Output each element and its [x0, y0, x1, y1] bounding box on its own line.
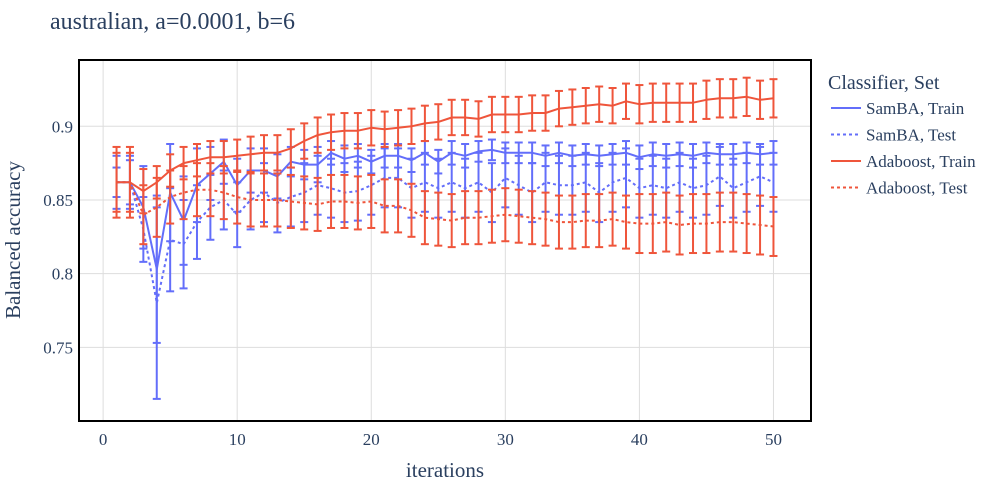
series-adaboost-train	[112, 76, 778, 219]
legend-title: Classifier, Set	[828, 72, 940, 94]
y-tick-label: 0.85	[43, 191, 73, 210]
series-samba-train	[112, 138, 778, 344]
error-bar	[286, 173, 295, 229]
series-line-samba-test	[116, 175, 774, 305]
x-axis-title: iterations	[406, 458, 484, 482]
legend-item-samba-test[interactable]: SamBA, Test	[831, 126, 956, 145]
error-bar	[675, 194, 684, 256]
error-bar	[528, 190, 537, 246]
error-bar	[380, 178, 389, 234]
legend-label: Adaboost, Test	[866, 179, 968, 198]
error-bar	[461, 190, 470, 246]
error-bar	[179, 165, 188, 221]
error-bar	[581, 193, 590, 249]
legend[interactable]: Classifier, Set SamBA, Train SamBA, Test A…	[828, 72, 976, 198]
x-tick-label: 10	[229, 430, 246, 449]
error-bar	[340, 173, 349, 229]
error-bar	[152, 176, 161, 238]
plot-area	[112, 76, 778, 400]
error-bar	[514, 188, 523, 244]
x-tick-label: 50	[765, 430, 782, 449]
grid	[79, 60, 811, 421]
x-tick-label: 0	[99, 430, 108, 449]
x-tick-label: 30	[497, 430, 514, 449]
legend-label: SamBA, Train	[866, 99, 965, 118]
error-bar	[729, 191, 738, 253]
series-adaboost-test	[112, 151, 778, 257]
error-bar	[420, 190, 429, 246]
legend-label: Adaboost, Train	[866, 152, 976, 171]
error-bar	[742, 193, 751, 255]
error-bar	[327, 173, 336, 229]
error-bar	[474, 190, 483, 246]
series-line-adaboost-test	[116, 181, 774, 228]
error-bar	[233, 169, 242, 225]
legend-item-adaboost-test[interactable]: Adaboost, Test	[831, 179, 968, 198]
error-bar	[568, 194, 577, 250]
error-bar	[219, 165, 228, 221]
axis-ticks: 0 10 20 30 40 50 0.75 0.8 0.85 0.9	[43, 117, 782, 449]
legend-label: SamBA, Test	[866, 126, 956, 145]
x-tick-label: 20	[363, 430, 380, 449]
y-tick-label: 0.75	[43, 338, 73, 357]
series-line-samba-train	[116, 148, 774, 271]
legend-item-adaboost-train[interactable]: Adaboost, Train	[831, 152, 976, 171]
chart-title: australian, a=0.0001, b=6	[50, 9, 295, 35]
series-line-adaboost-train	[116, 95, 774, 193]
y-tick-label: 0.9	[52, 117, 73, 136]
legend-item-samba-train[interactable]: SamBA, Train	[831, 99, 965, 118]
plot-frame	[78, 59, 812, 422]
series-samba-test	[112, 145, 778, 400]
error-bar	[621, 194, 630, 250]
error-bar	[554, 194, 563, 250]
error-bar	[715, 191, 724, 253]
y-tick-label: 0.8	[52, 265, 73, 284]
error-bar	[273, 172, 282, 228]
x-tick-label: 40	[631, 430, 648, 449]
y-axis-title: Balanced accuracy	[1, 161, 25, 319]
